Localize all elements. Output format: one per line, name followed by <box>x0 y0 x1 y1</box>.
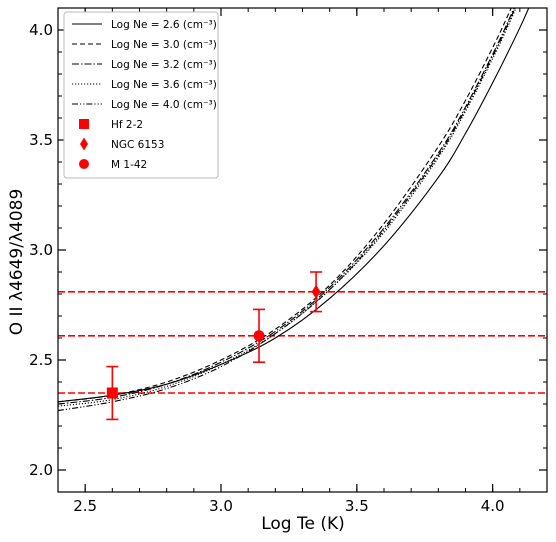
legend-label: Hf 2-2 <box>111 119 143 131</box>
legend-label: Log Ne = 4.0 (cm⁻³) <box>111 99 217 111</box>
legend-label: Log Ne = 3.2 (cm⁻³) <box>111 59 217 71</box>
x-tick-label: 3.5 <box>345 497 369 515</box>
series-line-1 <box>58 8 530 403</box>
legend-marker <box>80 137 88 151</box>
axes: 2.5 3.0 3.5 4.0 2.0 2.5 3.0 3.5 4.0 <box>29 7 548 515</box>
series-line-2 <box>58 8 512 403</box>
data-point <box>253 330 265 342</box>
plot-area <box>58 8 547 421</box>
y-tick-label: 2.0 <box>29 461 53 479</box>
x-tick-label: 2.5 <box>73 497 97 515</box>
legend-label: Log Ne = 3.6 (cm⁻³) <box>111 79 217 91</box>
y-tick-label: 2.5 <box>29 351 53 369</box>
data-point <box>106 387 118 399</box>
x-tick-label: 3.0 <box>209 497 233 515</box>
y-tick-label: 3.0 <box>29 241 53 259</box>
x-axis-label: Log Te (K) <box>261 514 345 534</box>
y-axis-label: O II λ4649/λ4089 <box>7 189 27 336</box>
legend-label: NGC 6153 <box>111 139 164 151</box>
x-tick-label: 4.0 <box>481 497 505 515</box>
legend-box <box>63 11 219 179</box>
legend-marker <box>79 119 89 129</box>
data-point <box>311 284 321 299</box>
legend-label: Log Ne = 2.6 (cm⁻³) <box>111 19 217 31</box>
series-line-3 <box>58 8 515 405</box>
y-tick-label: 4.0 <box>29 21 53 39</box>
legend-label: Log Ne = 3.0 (cm⁻³) <box>111 39 217 51</box>
legend-marker <box>79 159 89 169</box>
legend-label: M 1-42 <box>111 159 147 171</box>
series-line-5 <box>58 8 516 412</box>
legend: Log Ne = 2.6 (cm⁻³) Log Ne = 3.0 (cm⁻³) Lo… <box>63 11 219 179</box>
y-tick-label: 3.5 <box>29 131 53 149</box>
